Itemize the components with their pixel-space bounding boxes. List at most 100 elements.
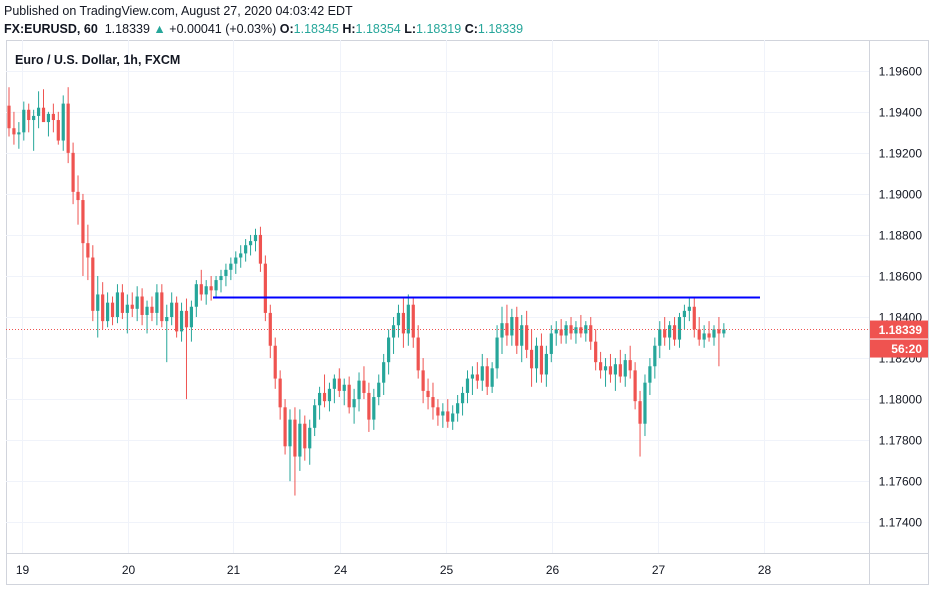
candle: [707, 321, 711, 342]
chart-border: [6, 40, 929, 585]
candle: [175, 296, 179, 338]
candle: [204, 280, 208, 305]
candle-body: [76, 191, 80, 201]
candle-body: [628, 360, 632, 371]
candle: [603, 358, 608, 387]
candle-body: [377, 382, 381, 398]
candle: [633, 362, 637, 410]
candle: [416, 325, 420, 379]
candle: [500, 306, 504, 354]
candle: [66, 87, 70, 164]
candle: [313, 399, 317, 437]
open-label: O:: [279, 22, 294, 36]
overlays: [6, 296, 869, 331]
candle-body: [288, 419, 292, 447]
candle: [529, 329, 534, 387]
candle-body: [613, 364, 617, 375]
candle: [362, 366, 366, 400]
candle: [692, 296, 696, 338]
low-label: L:: [404, 22, 417, 36]
price-tick-label: 1.19000: [879, 188, 923, 202]
high-value: 1.18354: [355, 22, 401, 36]
candle-body: [150, 306, 154, 313]
candle: [332, 374, 336, 404]
price-tick-label: 1.17600: [879, 475, 923, 489]
candle-body: [96, 294, 100, 311]
candle: [51, 103, 55, 133]
time-tick-label: 25: [440, 563, 454, 577]
candle: [599, 351, 603, 379]
time-tick-label: 27: [652, 563, 666, 577]
current-price-label: 1.18339: [879, 323, 923, 337]
candle-body: [352, 399, 356, 408]
candle-body: [372, 397, 376, 420]
candle-body: [219, 275, 223, 281]
candle: [377, 374, 381, 406]
price-tick-label: 1.19200: [879, 147, 923, 161]
candle: [160, 284, 164, 328]
candle-body: [322, 392, 327, 402]
candle-body: [594, 341, 598, 363]
candle-body: [599, 362, 603, 371]
time-axis[interactable]: 19 20 21 24 25 26 27 28: [16, 563, 772, 577]
candle-body: [125, 304, 129, 313]
candle-body: [184, 310, 189, 328]
candle: [56, 111, 60, 145]
candle-body: [589, 325, 593, 342]
candle-body: [382, 362, 386, 383]
price-chart[interactable]: 1.19600 1.19400 1.19200 1.19000 1.18800 1.186…: [6, 40, 929, 585]
candle-body: [303, 423, 307, 449]
candle-body: [411, 304, 415, 338]
candles: [7, 87, 726, 496]
current-price-badge: [870, 320, 928, 339]
candle: [125, 294, 129, 334]
candle: [663, 317, 667, 346]
candle-body: [194, 284, 198, 307]
candle: [643, 374, 647, 437]
candle: [327, 382, 332, 412]
candle: [273, 337, 277, 389]
candle: [490, 362, 494, 393]
candle: [27, 103, 31, 133]
candle: [421, 358, 425, 404]
candle-body: [623, 360, 627, 377]
candle: [687, 296, 691, 322]
candle: [322, 374, 327, 408]
candle-body: [603, 366, 608, 371]
published-info: Published on TradingView.com, August 27,…: [4, 4, 353, 18]
high-label: H:: [342, 22, 356, 36]
candle-body: [490, 368, 494, 387]
candle: [342, 378, 346, 406]
candle-body: [175, 302, 179, 332]
candle-body: [539, 345, 544, 375]
candle: [199, 269, 203, 301]
candle: [559, 319, 563, 344]
symbol-label[interactable]: FX:EURUSD, 60: [4, 22, 98, 36]
candle-body: [115, 292, 120, 318]
candle: [539, 333, 544, 383]
candle: [658, 321, 662, 359]
candle: [263, 255, 267, 322]
candle: [475, 362, 479, 389]
candle-body: [298, 423, 302, 457]
candle-body: [189, 306, 194, 328]
candle-body: [209, 286, 213, 291]
candle-body: [658, 329, 662, 346]
candle-body: [574, 327, 578, 334]
candle-body: [179, 310, 184, 332]
candle: [564, 321, 568, 344]
candle-body: [618, 364, 622, 377]
candle-body: [446, 411, 450, 422]
candle: [135, 286, 139, 322]
candle-body: [145, 306, 149, 315]
candle: [293, 407, 297, 496]
candle: [357, 372, 361, 412]
candle: [549, 325, 553, 363]
candle-body: [702, 333, 706, 340]
candle-body: [401, 312, 405, 334]
price-axis[interactable]: 1.19600 1.19400 1.19200 1.19000 1.18800 1.186…: [870, 65, 928, 530]
candle-body: [465, 378, 470, 393]
candle-body: [692, 306, 696, 330]
candle-body: [32, 115, 36, 121]
chart-container[interactable]: 1.19600 1.19400 1.19200 1.19000 1.18800 1.186…: [6, 40, 929, 585]
